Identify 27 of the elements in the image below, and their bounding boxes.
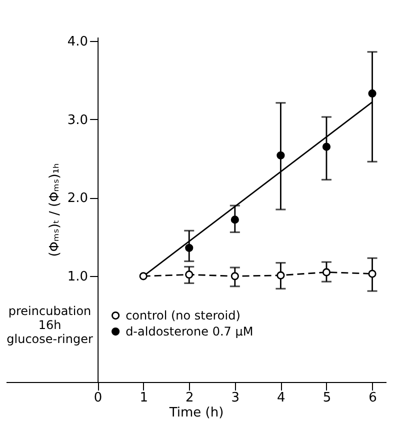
x-tick-label: 3 (231, 390, 240, 406)
legend-label: control (no steroid) (126, 308, 240, 323)
y-tick-label: 4.0 (67, 34, 88, 50)
x-tick-label: 1 (140, 390, 148, 406)
x-tick-label: 5 (322, 390, 332, 406)
x-tick-label: 2 (185, 390, 194, 406)
x-axis-title: Time (h) (168, 406, 224, 420)
x-tick-label: 0 (94, 390, 102, 406)
point (230, 272, 239, 280)
point (276, 151, 285, 160)
x-tick-label: 4 (277, 390, 286, 406)
y-axis-title: (Φₘₛ)ₜ / (Φₘₛ)₁ₕ (47, 163, 62, 257)
annotation: preincubation 16h glucose-ringer (6, 304, 93, 346)
point (276, 271, 285, 280)
y-tick-label: 3.0 (67, 112, 88, 128)
point (368, 270, 376, 278)
y-tick-label: 2.0 (67, 191, 88, 206)
point (230, 216, 239, 224)
y-tick-label: 1.0 (67, 270, 88, 285)
legend-label: d-aldosterone 0.7 µM (126, 324, 254, 339)
point (185, 270, 194, 279)
point (368, 89, 376, 98)
point (322, 268, 331, 276)
point (139, 272, 148, 280)
point (185, 244, 194, 252)
point (322, 142, 331, 151)
x-tick-label: 6 (368, 390, 377, 406)
